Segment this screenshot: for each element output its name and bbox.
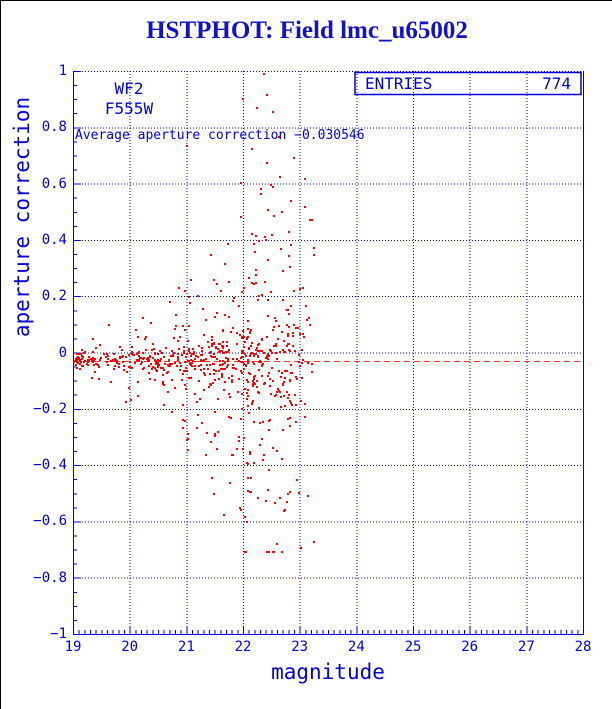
filter-label: F555W bbox=[104, 99, 154, 118]
entries-value: 774 bbox=[542, 74, 571, 93]
x-tick-label: 21 bbox=[177, 639, 195, 655]
x-tick-label: 19 bbox=[64, 639, 82, 655]
x-tick-label: 23 bbox=[291, 639, 309, 655]
entries-label: ENTRIES bbox=[365, 74, 433, 93]
y-tick-label: 0.2 bbox=[41, 288, 67, 305]
camera-label: WF2 bbox=[114, 79, 144, 98]
entries-box bbox=[354, 71, 582, 96]
x-tick-label: 25 bbox=[404, 639, 422, 655]
y-tick-label: 0.6 bbox=[41, 175, 67, 192]
y-tick-label: −0.6 bbox=[33, 513, 67, 530]
y-tick-label: 0 bbox=[58, 344, 67, 361]
y-tick-label: −1 bbox=[50, 626, 67, 642]
y-tick-label: 1 bbox=[58, 63, 67, 79]
average-correction-label: Average aperture correction −0.030546 bbox=[75, 128, 365, 143]
x-tick-label: 24 bbox=[347, 639, 365, 655]
x-tick-label: 27 bbox=[517, 639, 535, 655]
x-tick-label: 20 bbox=[121, 639, 139, 655]
y-tick-label: −0.8 bbox=[33, 569, 67, 586]
y-tick-label: −0.2 bbox=[33, 400, 67, 417]
grid-lines bbox=[73, 71, 583, 634]
scatter-points bbox=[73, 73, 315, 553]
axis-ticks bbox=[73, 71, 584, 635]
x-tick-label: 28 bbox=[574, 639, 592, 655]
page-title: HSTPHOT: Field lmc_u65002 bbox=[146, 17, 468, 44]
y-tick-label: 0.4 bbox=[41, 231, 67, 248]
y-tick-label: −0.4 bbox=[33, 457, 67, 474]
y-axis-title: aperture correction bbox=[10, 96, 34, 338]
x-tick-label: 26 bbox=[461, 639, 479, 655]
x-axis-title: magnitude bbox=[271, 660, 385, 684]
y-tick-label: 0.8 bbox=[41, 119, 67, 136]
x-tick-label: 22 bbox=[234, 639, 252, 655]
